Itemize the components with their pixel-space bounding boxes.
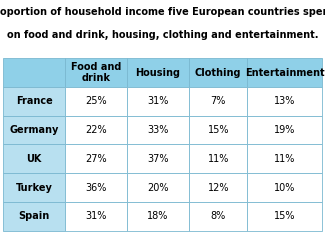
Text: 11%: 11%	[208, 154, 229, 164]
Bar	[127, 87, 189, 116]
Text: 12%: 12%	[207, 183, 229, 192]
Text: 11%: 11%	[274, 154, 295, 164]
Text: 13%: 13%	[274, 96, 295, 106]
Text: UK: UK	[27, 154, 42, 164]
Text: Housing: Housing	[136, 68, 181, 78]
Bar	[247, 58, 322, 87]
Text: 31%: 31%	[85, 211, 107, 221]
Text: on food and drink, housing, clothing and entertainment.: on food and drink, housing, clothing and…	[7, 30, 318, 40]
Bar	[189, 202, 247, 231]
Bar	[3, 87, 65, 116]
Text: France: France	[16, 96, 53, 106]
Text: 15%: 15%	[274, 211, 295, 221]
Text: 27%: 27%	[85, 154, 107, 164]
Text: 8%: 8%	[211, 211, 226, 221]
Bar	[189, 87, 247, 116]
Text: 15%: 15%	[207, 125, 229, 135]
Text: 7%: 7%	[211, 96, 226, 106]
Bar	[3, 202, 65, 231]
Text: 20%: 20%	[147, 183, 169, 192]
Text: Entertainment: Entertainment	[245, 68, 324, 78]
Text: 19%: 19%	[274, 125, 295, 135]
Text: 33%: 33%	[148, 125, 169, 135]
Text: 10%: 10%	[274, 183, 295, 192]
Bar	[189, 58, 247, 87]
Bar	[247, 202, 322, 231]
Bar	[189, 144, 247, 173]
Bar	[127, 173, 189, 202]
Bar	[127, 202, 189, 231]
Bar	[65, 58, 127, 87]
Bar	[189, 173, 247, 202]
Bar	[247, 144, 322, 173]
Text: 37%: 37%	[147, 154, 169, 164]
Text: Proportion of household income five European countries spend: Proportion of household income five Euro…	[0, 7, 325, 17]
Bar	[3, 173, 65, 202]
Text: Clothing: Clothing	[195, 68, 241, 78]
Bar	[65, 202, 127, 231]
Text: 25%: 25%	[85, 96, 107, 106]
Text: 36%: 36%	[85, 183, 107, 192]
Text: Spain: Spain	[19, 211, 50, 221]
Bar	[65, 116, 127, 144]
Bar	[247, 87, 322, 116]
Text: Food and
drink: Food and drink	[71, 62, 121, 83]
Text: Germany: Germany	[9, 125, 59, 135]
Bar	[189, 116, 247, 144]
Bar	[247, 173, 322, 202]
Text: 22%: 22%	[85, 125, 107, 135]
Text: Turkey: Turkey	[16, 183, 53, 192]
Bar	[65, 144, 127, 173]
Bar	[247, 116, 322, 144]
Bar	[127, 144, 189, 173]
Bar	[3, 144, 65, 173]
Bar	[127, 116, 189, 144]
Bar	[127, 58, 189, 87]
Bar	[65, 173, 127, 202]
Bar	[3, 116, 65, 144]
Text: 18%: 18%	[148, 211, 169, 221]
Bar	[65, 87, 127, 116]
Bar	[3, 58, 65, 87]
Text: 31%: 31%	[148, 96, 169, 106]
